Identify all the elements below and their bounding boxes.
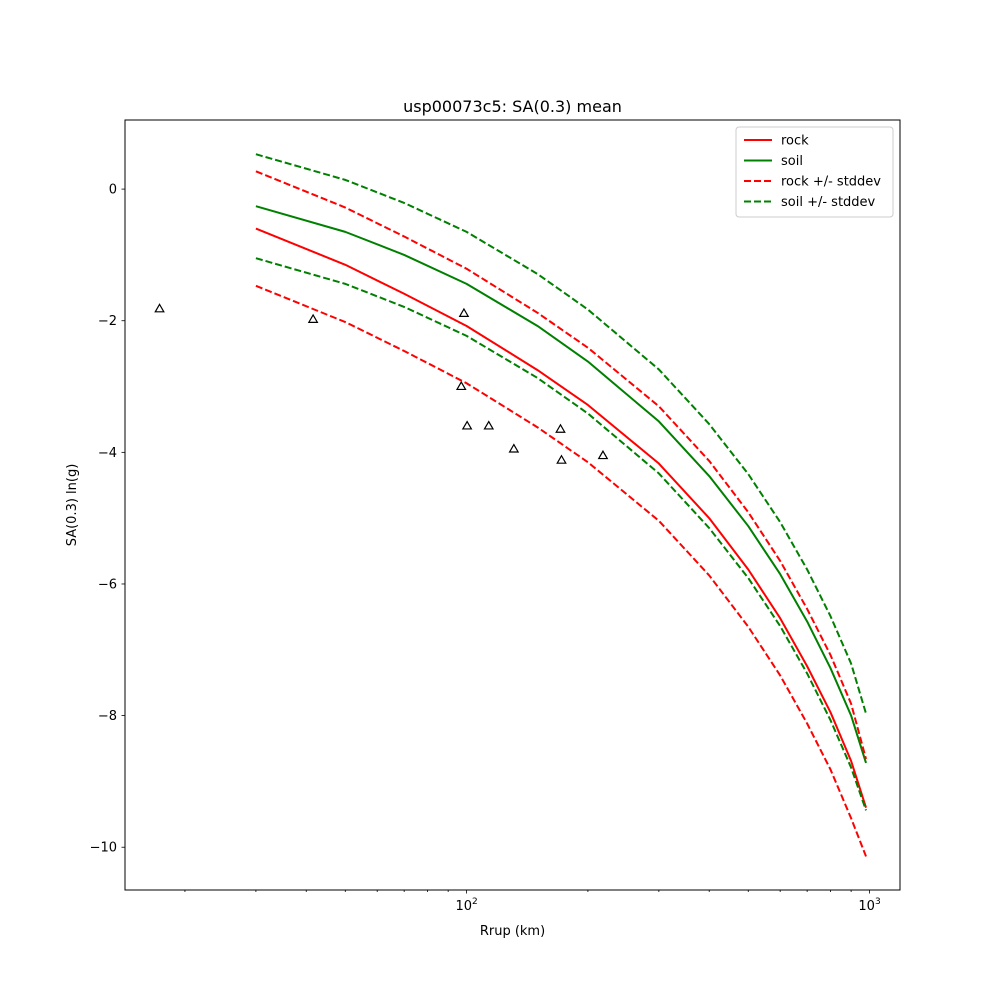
x-axis-label: Rrup (km)	[480, 924, 545, 939]
legend-box	[735, 126, 894, 218]
observation-marker	[556, 454, 567, 464]
legend: rock soil rock +/- stddev soil +/- stddev	[735, 126, 894, 218]
x-tick-label: 102	[455, 897, 477, 914]
observation-marker	[455, 380, 467, 391]
series-line-2	[255, 170, 867, 760]
observation-marker	[597, 449, 609, 460]
plot-area	[124, 119, 901, 891]
observation-marker	[508, 443, 520, 453]
observation-marker	[555, 423, 566, 433]
legend-label: rock +/- stddev	[781, 175, 881, 190]
axes-frame	[124, 119, 901, 891]
x-tick-label: 103	[858, 897, 880, 914]
y-tick-label: −4	[98, 446, 117, 461]
chart-title: usp00073c5: SA(0.3) mean	[403, 97, 622, 116]
series-line-5	[255, 257, 867, 811]
observation-markers	[154, 303, 609, 464]
series-line-1	[255, 205, 867, 764]
y-tick-label: −10	[90, 841, 117, 856]
y-tick-label: −6	[98, 577, 117, 592]
y-axis: 0 −2 −4 −6 −8 −10	[90, 183, 125, 856]
y-tick-label: −8	[98, 709, 117, 724]
legend-label: soil +/- stddev	[781, 195, 876, 210]
x-axis: 102 103	[184, 890, 881, 914]
x-tick-label-base: 10	[858, 899, 875, 914]
series-line-3	[255, 284, 867, 857]
x-tick-label-base: 10	[455, 899, 472, 914]
observation-marker	[307, 313, 319, 323]
y-axis-label: SA(0.3) ln(g)	[65, 464, 80, 547]
legend-label: rock	[781, 134, 809, 149]
observation-marker	[154, 303, 165, 313]
series-line-0	[255, 227, 867, 809]
series-layer	[255, 153, 867, 857]
observation-marker	[461, 420, 473, 430]
x-tick-label-exponent: 2	[472, 897, 478, 907]
series-line-4	[255, 153, 867, 714]
observation-marker	[458, 307, 470, 318]
x-tick-label-exponent: 3	[875, 897, 881, 907]
y-tick-label: −2	[98, 314, 117, 329]
y-tick-label: 0	[109, 183, 117, 198]
legend-label: soil	[781, 154, 803, 169]
observation-marker	[483, 420, 495, 430]
